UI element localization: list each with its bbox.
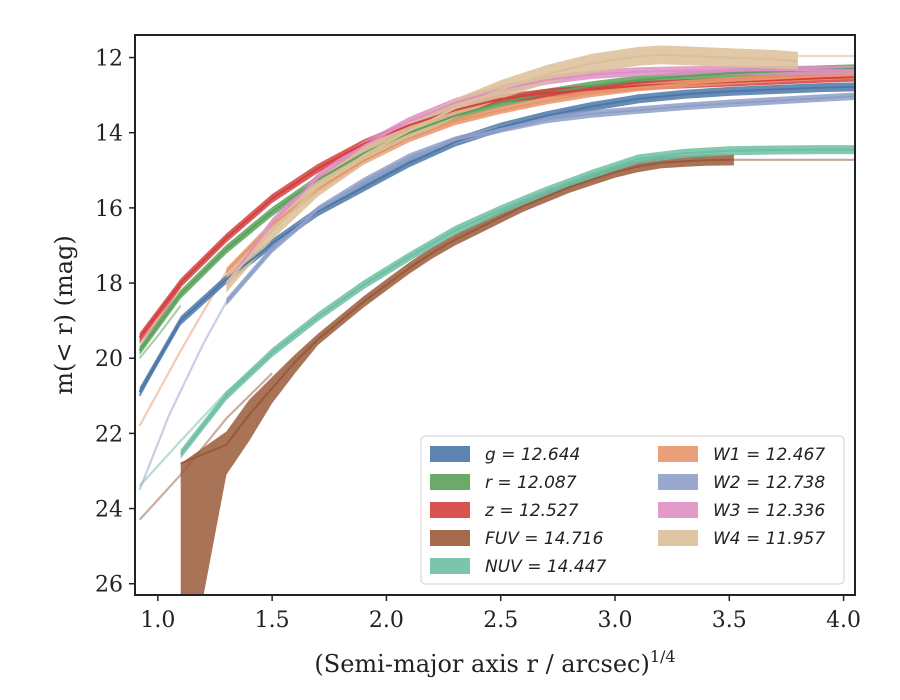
- curve-w2: [225, 95, 856, 303]
- y-tick-label: 20: [95, 347, 123, 372]
- legend-swatch-w3: [658, 502, 698, 518]
- x-axis-label: (Semi-major axis r / arcsec)1/4: [314, 647, 675, 678]
- legend-label-w1: W1 = 12.467: [713, 445, 825, 465]
- band-w4: [226, 45, 798, 293]
- legend-label-w3: W3 = 12.336: [713, 501, 825, 521]
- legend-swatch-fuv: [430, 530, 470, 546]
- y-tick-label: 18: [95, 272, 123, 297]
- legend-label-fuv: FUV = 14.716: [485, 529, 604, 549]
- y-tick-label: 16: [95, 197, 123, 222]
- curve-nuv: [179, 148, 855, 455]
- curve-w1: [225, 74, 856, 273]
- legend-swatch-w4: [658, 530, 698, 546]
- faded-profile-w1: [138, 271, 228, 427]
- legend-swatch-g: [430, 446, 470, 462]
- y-tick-label: 14: [95, 122, 123, 147]
- x-tick-label: 2.5: [483, 608, 518, 633]
- plot-frame: [134, 34, 856, 596]
- y-tick-label: 22: [95, 422, 123, 447]
- y-tick-label: 26: [95, 573, 123, 598]
- x-tick-label: 1.5: [255, 608, 290, 633]
- x-tick-label: 3.0: [598, 608, 633, 633]
- legend: g = 12.644 r = 12.087 z = 12.527 FUV = 14.7…: [420, 435, 845, 585]
- faded-profile-fuv: [138, 372, 273, 521]
- band-fuv: [180, 154, 734, 595]
- legend-swatch-w2: [658, 474, 698, 490]
- x-tick-label: 2.0: [369, 608, 404, 633]
- legend-swatch-z: [430, 502, 470, 518]
- legend-swatch-r: [430, 474, 470, 490]
- curve-w3: [225, 69, 855, 284]
- y-tick-label: 24: [95, 498, 123, 523]
- faded-outer-profiles: [138, 54, 855, 521]
- curve-z: [138, 76, 856, 339]
- x-axis-label-main: (Semi-major axis r / arcsec): [314, 650, 649, 678]
- x-tick-label: 4.0: [826, 608, 861, 633]
- x-axis-label-superscript: 1/4: [650, 647, 676, 666]
- faded-profile-r: [138, 304, 182, 359]
- axis-ticks: 1.0 1.5 2.0 2.5 3.0 3.5 4.0 12 14 16 18 20 22 24 26: [95, 47, 861, 633]
- legend-box: [420, 435, 845, 585]
- curve-fuv: [180, 158, 734, 465]
- y-axis-label: m(< r) (mag): [50, 235, 78, 394]
- legend-swatch-nuv: [430, 558, 470, 574]
- legend-label-nuv: NUV = 14.447: [485, 557, 607, 577]
- legend-label-g: g = 12.644: [485, 445, 580, 465]
- faded-profile-w2: [138, 301, 228, 491]
- x-tick-label: 3.5: [712, 608, 747, 633]
- legend-swatch-w1: [658, 446, 698, 462]
- y-tick-label: 12: [95, 47, 123, 72]
- x-tick-label: 1.0: [140, 608, 175, 633]
- curve-w4: [225, 53, 798, 284]
- legend-label-z: z = 12.527: [484, 501, 579, 521]
- faded-profile-z: [138, 286, 182, 344]
- legend-label-w4: W4 = 11.957: [713, 529, 825, 549]
- legend-label-w2: W2 = 12.738: [713, 473, 825, 493]
- curve-r: [138, 67, 856, 352]
- legend-label-r: r = 12.087: [485, 473, 577, 493]
- curve-g: [138, 85, 856, 393]
- series-lines: [138, 53, 856, 465]
